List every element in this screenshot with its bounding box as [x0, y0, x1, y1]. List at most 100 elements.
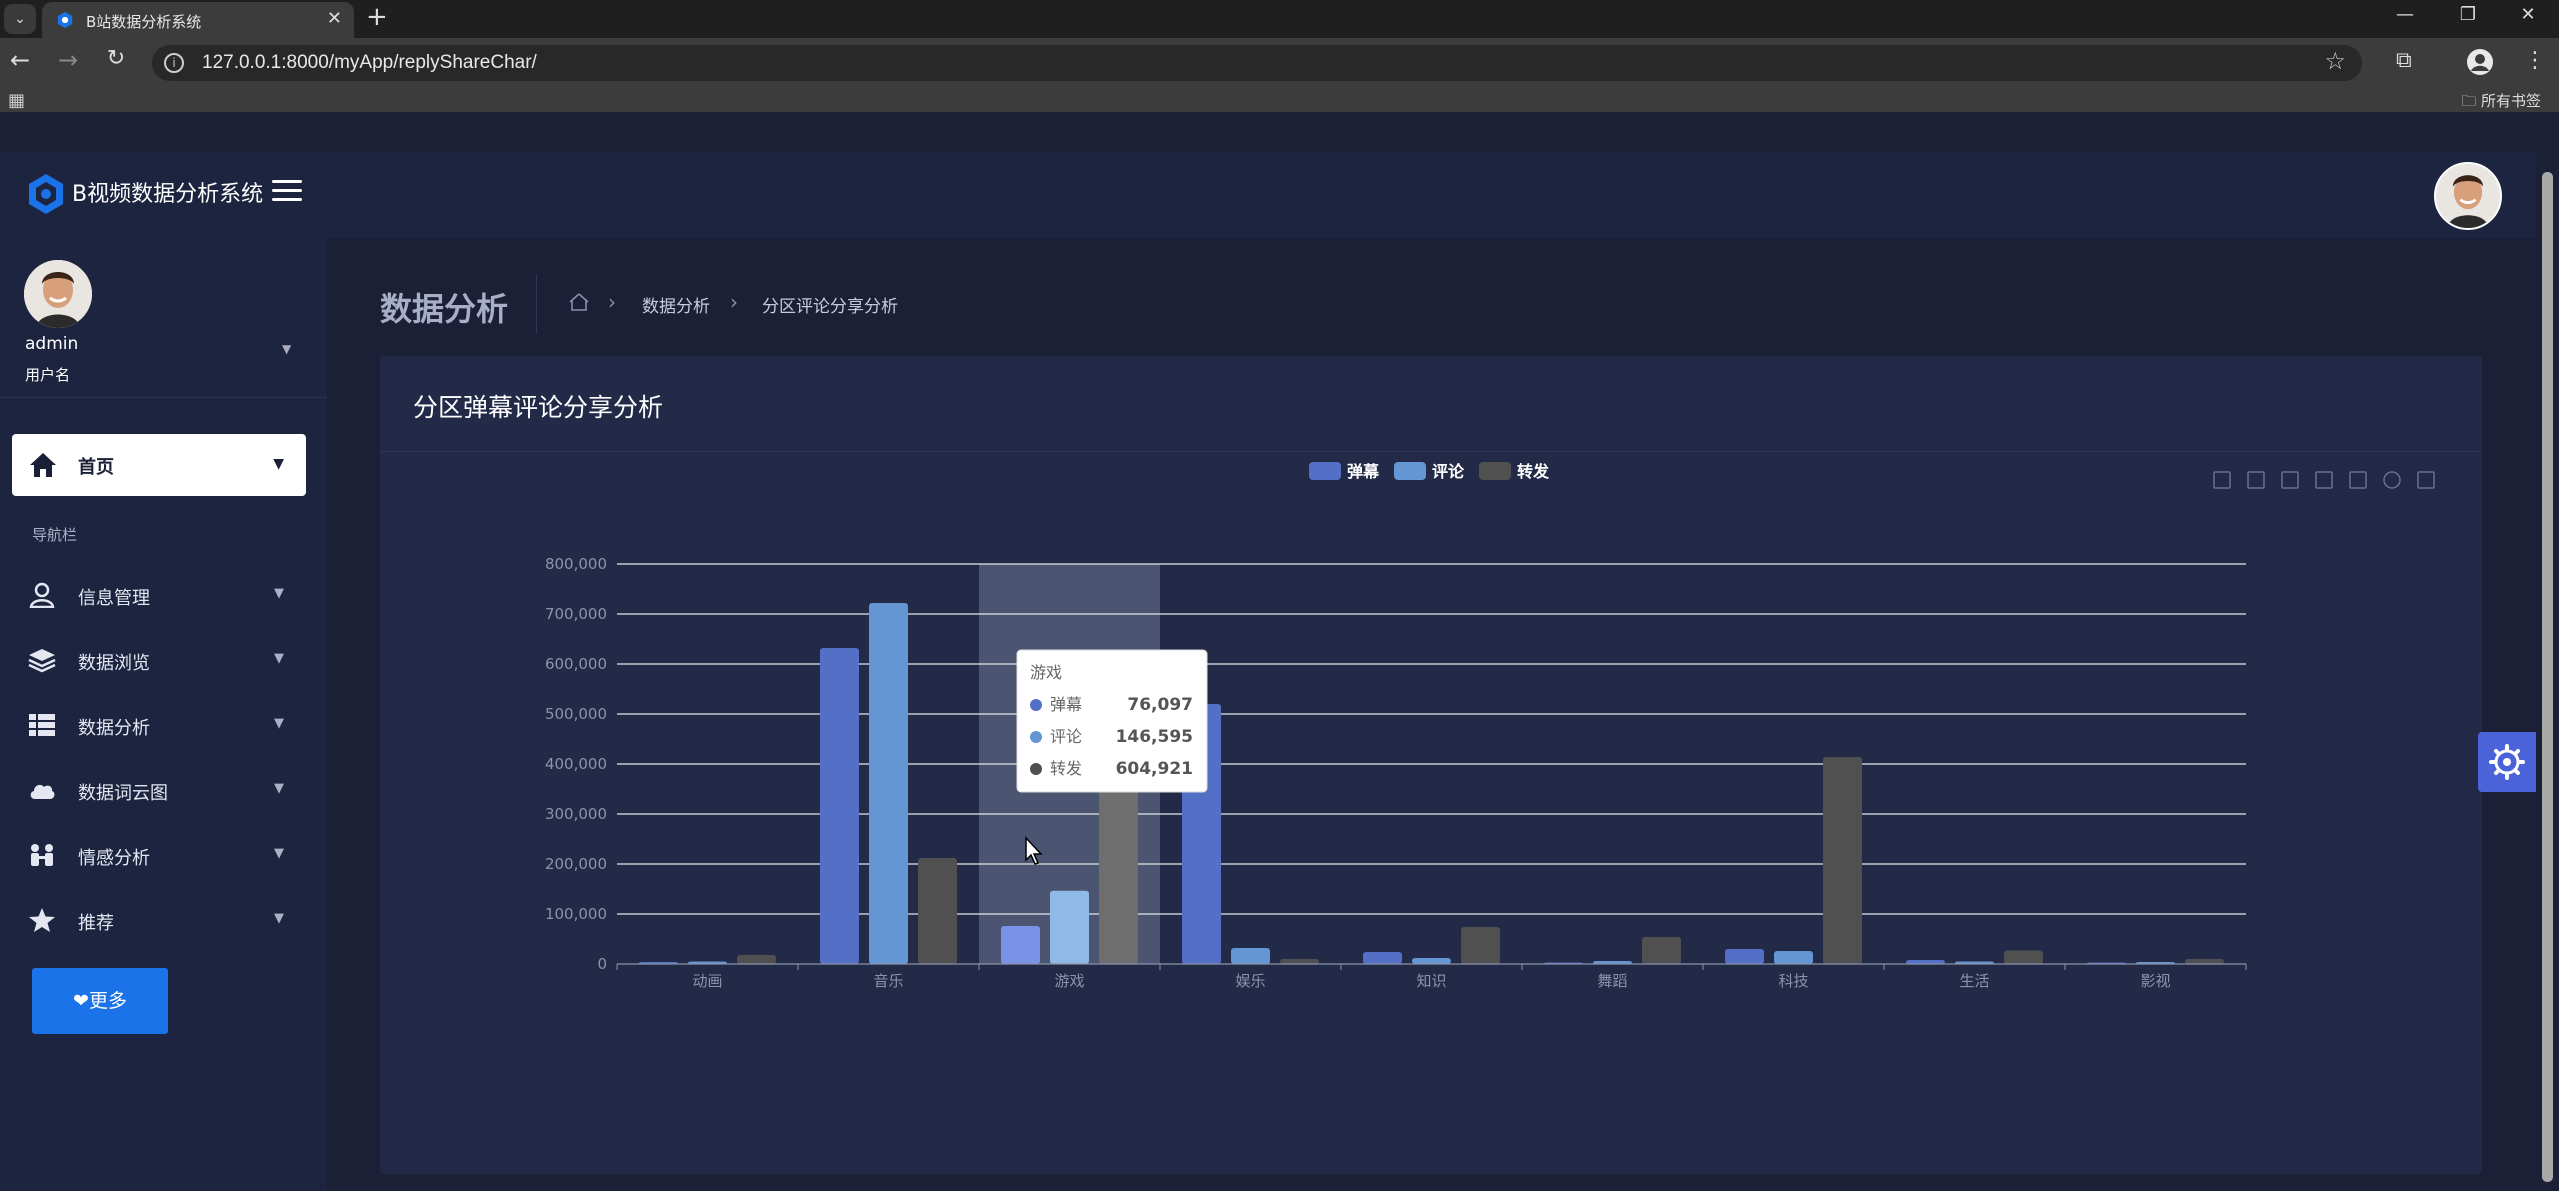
sidebar-item-sentiment[interactable]: 情感分析 ▼: [12, 830, 306, 880]
bar: [820, 648, 859, 964]
all-bookmarks-button[interactable]: 🗀 所有书签: [2461, 92, 2541, 110]
download-icon[interactable]: [2417, 471, 2435, 489]
tab-search-button[interactable]: ⌄: [4, 4, 36, 34]
bar: [1363, 952, 1402, 964]
back-icon[interactable]: ←: [9, 46, 31, 74]
legend-label: 弹幕: [1347, 462, 1380, 481]
title-divider: [536, 274, 537, 334]
tooltip-dot: [1030, 731, 1042, 743]
bar: [1050, 890, 1089, 964]
tab-title: B站数据分析系统: [86, 13, 202, 31]
heart-icon: ❤: [73, 990, 89, 1012]
sidebar-item-label: 推荐: [78, 913, 114, 934]
avatar[interactable]: [24, 260, 92, 328]
forward-icon[interactable]: →: [57, 46, 79, 74]
sidebar-item-label: 信息管理: [78, 588, 150, 609]
bookmark-star-icon[interactable]: ☆: [2324, 47, 2346, 75]
tab-close-icon[interactable]: ✕: [326, 8, 342, 29]
people-icon: [31, 844, 53, 866]
sidebar-item-data-browse[interactable]: 数据浏览 ▼: [12, 635, 306, 685]
user-name: admin: [25, 334, 79, 354]
user-panel: admin 用户名 ▼: [0, 238, 327, 398]
browser-menu-icon[interactable]: ⋮: [2524, 48, 2546, 73]
x-tick-label: 科技: [1778, 972, 1808, 990]
address-bar[interactable]: i 127.0.0.1:8000/myApp/replyShareChar/ ☆: [152, 45, 2362, 81]
chevron-right-icon: ›: [730, 290, 738, 314]
card-title: 分区弹幕评论分享分析: [413, 393, 664, 422]
folder-icon: 🗀: [2461, 92, 2481, 110]
home-icon[interactable]: [568, 292, 590, 312]
legend-label: 转发: [1517, 462, 1550, 481]
reload-icon[interactable]: ↻: [106, 46, 126, 71]
chevron-down-icon: ▼: [274, 911, 284, 926]
apps-grid-icon[interactable]: ▦: [8, 90, 26, 111]
chevron-down-icon: ▼: [273, 456, 284, 472]
more-button[interactable]: ❤更多: [32, 968, 168, 1034]
tooltip-series-name: 评论: [1050, 727, 1082, 746]
y-tick-label: 500,000: [545, 705, 607, 723]
window-close-icon[interactable]: ✕: [2520, 4, 2536, 25]
tooltip-value: 76,097: [1127, 695, 1193, 715]
zoom-reset-icon[interactable]: [2247, 471, 2265, 489]
settings-button[interactable]: [2478, 732, 2536, 792]
tooltip-value: 146,595: [1116, 727, 1193, 747]
menu-toggle-icon[interactable]: [272, 180, 302, 207]
bar-chart[interactable]: 0 100,000 200,000 300,000 400,000 500,000 600,…: [380, 452, 2482, 1152]
new-tab-button[interactable]: +: [366, 2, 388, 32]
browser-tab[interactable]: B站数据分析系统 ✕: [42, 2, 354, 38]
bar: [688, 961, 727, 964]
bar: [1001, 925, 1040, 964]
url-text[interactable]: 127.0.0.1:8000/myApp/replyShareChar/: [202, 52, 537, 73]
user-role: 用户名: [25, 366, 71, 384]
brand: B视频数据分析系统: [0, 152, 327, 238]
sidebar-item-label: 数据浏览: [78, 653, 150, 674]
page-scrollbar[interactable]: [2536, 152, 2559, 1191]
extensions-icon[interactable]: ⧉: [2396, 48, 2412, 73]
chevron-down-icon: ▼: [274, 586, 284, 601]
sidebar-item-label: 数据词云图: [78, 783, 168, 804]
legend-label: 评论: [1432, 462, 1465, 481]
x-tick-label: 知识: [1416, 972, 1446, 990]
sidebar: B视频数据分析系统 admin 用户名 ▼ 首页 ▼ 导航栏 信息管理 ▼ 数据…: [0, 152, 327, 1191]
brand-logo-icon: [29, 174, 63, 214]
star-icon: [29, 908, 55, 932]
zoom-icon[interactable]: [2213, 471, 2231, 489]
chevron-down-icon: ▼: [274, 846, 284, 861]
user-dropdown-icon[interactable]: ▼: [282, 342, 292, 356]
breadcrumb-item[interactable]: 数据分析: [642, 297, 710, 317]
tooltip-series-name: 弹幕: [1050, 695, 1082, 714]
restore-icon[interactable]: [2383, 471, 2401, 489]
minimize-icon[interactable]: —: [2396, 4, 2414, 25]
site-info-icon[interactable]: i: [164, 53, 184, 73]
profile-icon[interactable]: [2466, 48, 2494, 76]
sidebar-item-home[interactable]: 首页 ▼: [12, 434, 306, 496]
header-avatar[interactable]: [2434, 162, 2502, 230]
bar-icon[interactable]: [2349, 471, 2367, 489]
restore-icon[interactable]: ❐: [2459, 4, 2477, 25]
bar: [2004, 950, 2043, 964]
chevron-down-icon: ▼: [274, 651, 284, 666]
breadcrumb-item: 分区评论分享分析: [762, 297, 898, 317]
x-tick-label: 生活: [1959, 972, 1989, 990]
data-view-icon[interactable]: [2281, 471, 2299, 489]
top-navbar: [327, 152, 2536, 238]
y-tick-label: 600,000: [545, 655, 607, 673]
y-tick-label: 400,000: [545, 755, 607, 773]
bar: [1280, 959, 1319, 964]
sidebar-item-data-analysis[interactable]: 数据分析 ▼: [12, 700, 306, 750]
bar: [1906, 960, 1945, 964]
bar: [1461, 927, 1500, 964]
bar: [1725, 949, 1764, 964]
bar: [737, 955, 776, 964]
y-tick-label: 100,000: [545, 905, 607, 923]
sidebar-item-recommend[interactable]: 推荐 ▼: [12, 895, 306, 945]
bar: [918, 858, 957, 964]
bar: [2185, 959, 2224, 964]
scrollbar-thumb[interactable]: [2542, 172, 2553, 1182]
sidebar-item-word-cloud[interactable]: 数据词云图 ▼: [12, 765, 306, 815]
x-tick-label: 娱乐: [1235, 972, 1265, 990]
tooltip-box: [1016, 649, 1208, 793]
sidebar-item-info-management[interactable]: 信息管理 ▼: [12, 570, 306, 620]
chart-card: 分区弹幕评论分享分析 0 100,000 200,000 300,000 400,000…: [380, 356, 2482, 1174]
line-icon[interactable]: [2315, 471, 2333, 489]
